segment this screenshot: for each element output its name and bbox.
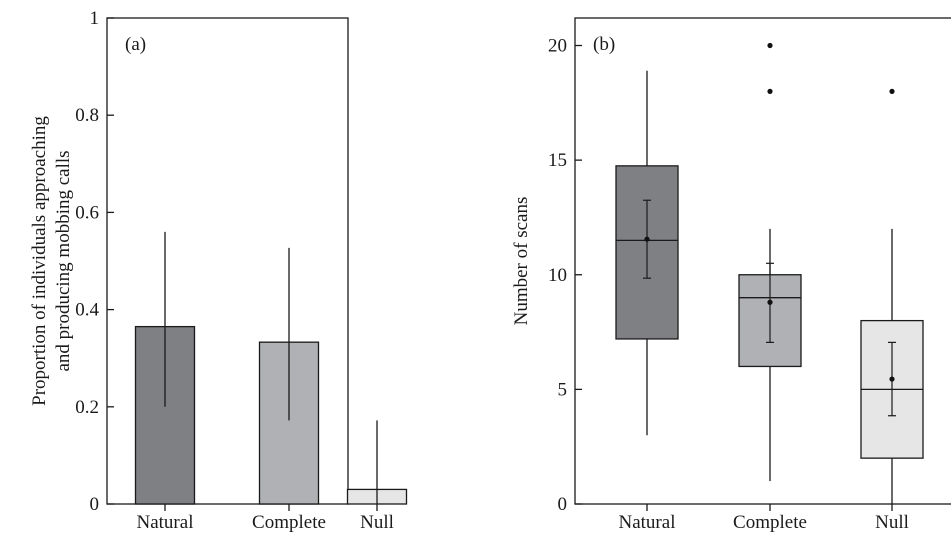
panel-b-x-tick-label-null: Null	[875, 512, 909, 533]
panel-a-bars	[134, 231, 408, 505]
panel-a-x-axis: Natural Complete Null	[137, 504, 394, 533]
mean-point-natural	[644, 236, 650, 242]
panel-a-x-tick-label-natural: Natural	[137, 512, 194, 533]
panel-a-y-axis: 0 0.2 0.4 0.6 0.8 1	[75, 8, 114, 515]
panel-a-x-tick-label-complete: Complete	[252, 512, 326, 533]
panel-a-y-tick-label: 0.8	[75, 105, 99, 126]
panel-b-y-axis-title: Number of scans	[511, 197, 532, 326]
panel-b-y-tick-label: 20	[548, 36, 567, 57]
panel-b-y-tick-label: 0	[558, 494, 568, 515]
panel-a-x-tick-label-null: Null	[360, 512, 394, 533]
panel-b-boxes	[615, 42, 924, 504]
panel-a-y-tick-label: 0	[90, 494, 100, 515]
panel-b-label: (b)	[593, 34, 615, 55]
panel-a-y-tick-label: 0.2	[75, 397, 99, 418]
panel-b-box-plot: (b) Number of scans 0 5 10 15 20 Natural Comp…	[511, 17, 951, 533]
outlier-point-complete	[767, 42, 773, 49]
panel-b-x-tick-label-complete: Complete	[733, 512, 807, 533]
outlier-point-complete	[767, 88, 773, 94]
panel-b-y-tick-label: 10	[548, 265, 567, 286]
panel-b-y-tick-label: 5	[558, 379, 568, 400]
panel-a-y-tick-label: 0.6	[75, 202, 99, 223]
panel-a-plot-frame	[106, 17, 349, 505]
panel-a-y-axis-title-line-2: and producing mobbing calls	[53, 150, 74, 371]
outlier-point-null	[889, 88, 895, 94]
panel-b-x-tick-label-natural: Natural	[619, 512, 676, 533]
panel-a-y-axis-title-line-1: Proportion of individuals approaching	[29, 116, 50, 406]
panel-b-y-tick-label: 15	[548, 150, 567, 171]
panel-a-bar-chart: (a) Proportion of individuals approachin…	[29, 8, 408, 533]
mean-point-complete	[767, 299, 773, 305]
panel-b-y-axis: 0 5 10 15 20	[548, 36, 582, 515]
mean-point-null	[889, 376, 895, 382]
panel-a-y-tick-label: 1	[90, 8, 100, 29]
panel-a-y-tick-label: 0.4	[75, 300, 99, 321]
panel-a-label: (a)	[125, 34, 146, 55]
panel-b-x-axis: Natural Complete Null	[619, 504, 909, 533]
